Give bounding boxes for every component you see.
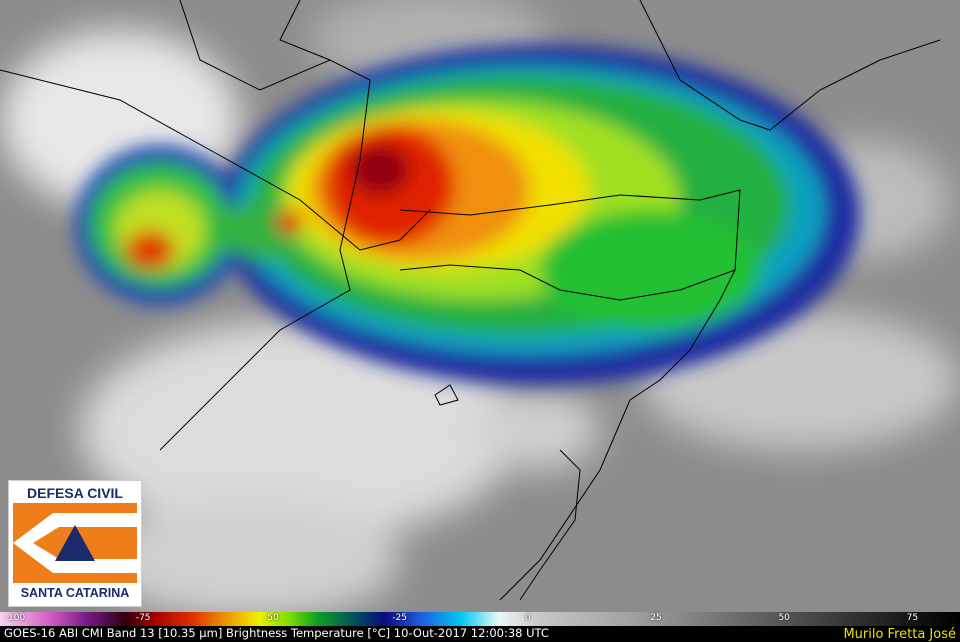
- colorbar-tick-label: 75: [906, 613, 919, 623]
- logo-bottom: SANTA CATARINA: [20, 586, 130, 600]
- credit: Murilo Fretta José: [843, 627, 956, 642]
- colorbar-tick-label: 25: [650, 613, 662, 623]
- logo: DEFESA CIVIL SANTA CATARINA: [8, 480, 142, 607]
- colorbar-tick-label: -100: [4, 613, 26, 623]
- logo-top: DEFESA CIVIL: [27, 485, 123, 501]
- colorbar: [0, 612, 960, 626]
- logo-emblem: [13, 503, 137, 583]
- colorbar-tick-label: 50: [778, 613, 790, 623]
- caption: GOES-16 ABI CMI Band 13 [10.35 µm] Brigh…: [4, 626, 549, 640]
- colorbar-tick-label: -25: [392, 613, 407, 623]
- colorbar-tick-label: -75: [135, 613, 151, 623]
- colorbar-tick-label: 0: [524, 613, 531, 623]
- satellite-map: [0, 0, 960, 612]
- colorbar-tick-label: -50: [264, 613, 279, 623]
